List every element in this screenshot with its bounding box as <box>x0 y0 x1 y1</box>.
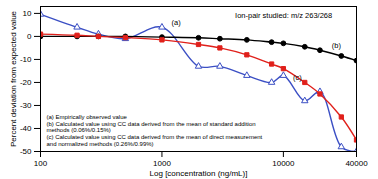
svg-text:1000: 1000 <box>153 159 171 168</box>
svg-text:-10: -10 <box>20 55 32 64</box>
svg-text:-20: -20 <box>20 78 32 87</box>
svg-text:Ion-pair studied: m/z 263/268: Ion-pair studied: m/z 263/268 <box>235 11 332 20</box>
svg-text:10: 10 <box>23 9 32 18</box>
svg-text:Percent deviation from expecte: Percent deviation from expected value <box>9 10 18 147</box>
svg-text:10000: 10000 <box>272 159 295 168</box>
svg-text:-50: -50 <box>20 147 32 156</box>
svg-text:100: 100 <box>34 159 48 168</box>
svg-text:(b): (b) <box>332 41 342 50</box>
svg-text:(c): (c) <box>293 73 302 82</box>
svg-text:Log [concentration (ng/mL)]: Log [concentration (ng/mL)] <box>150 169 248 178</box>
svg-text:(a) Empirically observed value: (a) Empirically observed value(b) Calcul… <box>47 114 263 146</box>
svg-text:40000: 40000 <box>345 159 368 168</box>
svg-text:-40: -40 <box>20 124 32 133</box>
svg-text:-30: -30 <box>20 101 32 110</box>
svg-text:0: 0 <box>27 32 32 41</box>
svg-text:(a): (a) <box>172 18 182 27</box>
